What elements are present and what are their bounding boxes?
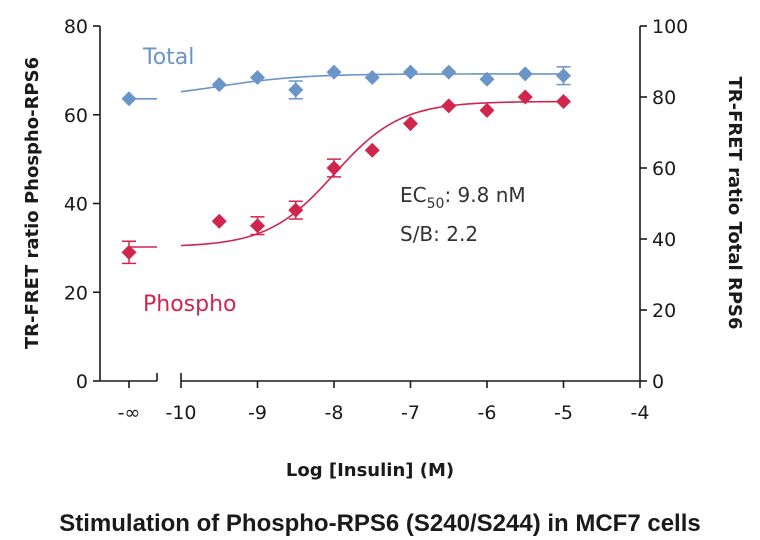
point-phospho: [403, 116, 418, 132]
y-tick-label-right: 40: [652, 229, 676, 251]
point-phospho: [441, 98, 457, 114]
point-total: [326, 64, 342, 80]
point-phospho: [288, 202, 304, 218]
point-total: [517, 66, 533, 82]
y-tick-label-left: 40: [64, 194, 88, 216]
point-phospho: [121, 244, 137, 260]
x-tick-label: -5: [554, 402, 573, 424]
point-phospho: [250, 218, 265, 234]
ec50-label: EC: [400, 183, 427, 207]
fit-curves: [129, 73, 564, 248]
point-phospho: [556, 93, 571, 109]
point-phospho: [517, 89, 533, 105]
y-axis-title-right: TR-FRET ratio Total RPS6: [724, 76, 745, 329]
point-total: [250, 69, 265, 85]
y-tick-label-right: 80: [652, 87, 676, 109]
x-tick-label: -6: [478, 402, 497, 424]
point-total: [211, 77, 227, 93]
y-tick-label-right: 20: [652, 300, 676, 322]
series-label-phospho: Phospho: [143, 292, 237, 317]
axes: 0 20 40 60 80 0 20 40 60 80 100 -∞ -10 -9 -8 -7 -6 -5 -4: [64, 16, 688, 424]
y-tick-label-left: 60: [64, 105, 88, 127]
y-tick-label-left: 80: [64, 16, 88, 38]
x-tick-label: -8: [325, 402, 344, 424]
x-tick-label: -∞: [118, 402, 141, 424]
sb-annotation: S/B: 2.2: [400, 222, 478, 246]
y-tick-label-left: 20: [64, 282, 88, 304]
point-total: [288, 82, 304, 98]
x-tick-label: -4: [631, 402, 650, 424]
x-axis-title: Log [Insulin] (M): [286, 460, 454, 481]
ec50-subscript: 50: [427, 196, 445, 212]
point-total: [121, 91, 137, 107]
y-tick-label-right: 0: [652, 371, 664, 393]
y-axis-title-left: TR-FRET ratio Phospho-RPS6: [22, 57, 43, 349]
ec50-annotation: EC50: 9.8 nM: [400, 183, 526, 212]
point-total: [403, 64, 418, 80]
x-tick-label: -7: [401, 402, 420, 424]
point-total: [441, 64, 457, 80]
fit-curve-phospho: [180, 100, 564, 247]
data-marks: [121, 64, 571, 265]
y-tick-label-right: 60: [652, 158, 676, 180]
point-total: [479, 71, 495, 87]
ec50-value: : 9.8 nM: [444, 183, 525, 207]
y-tick-label-right: 100: [652, 16, 688, 38]
point-phospho: [364, 142, 380, 158]
series-label-total: Total: [142, 45, 194, 70]
point-total: [556, 68, 571, 84]
point-total: [364, 69, 380, 85]
point-phospho: [479, 102, 495, 118]
point-phospho: [326, 160, 342, 176]
chart-caption: Stimulation of Phospho-RPS6 (S240/S244) …: [59, 510, 700, 537]
x-tick-label: -9: [248, 402, 267, 424]
x-tick-label: -10: [165, 402, 196, 424]
y-tick-label-left: 0: [76, 371, 88, 393]
point-phospho: [211, 213, 227, 229]
